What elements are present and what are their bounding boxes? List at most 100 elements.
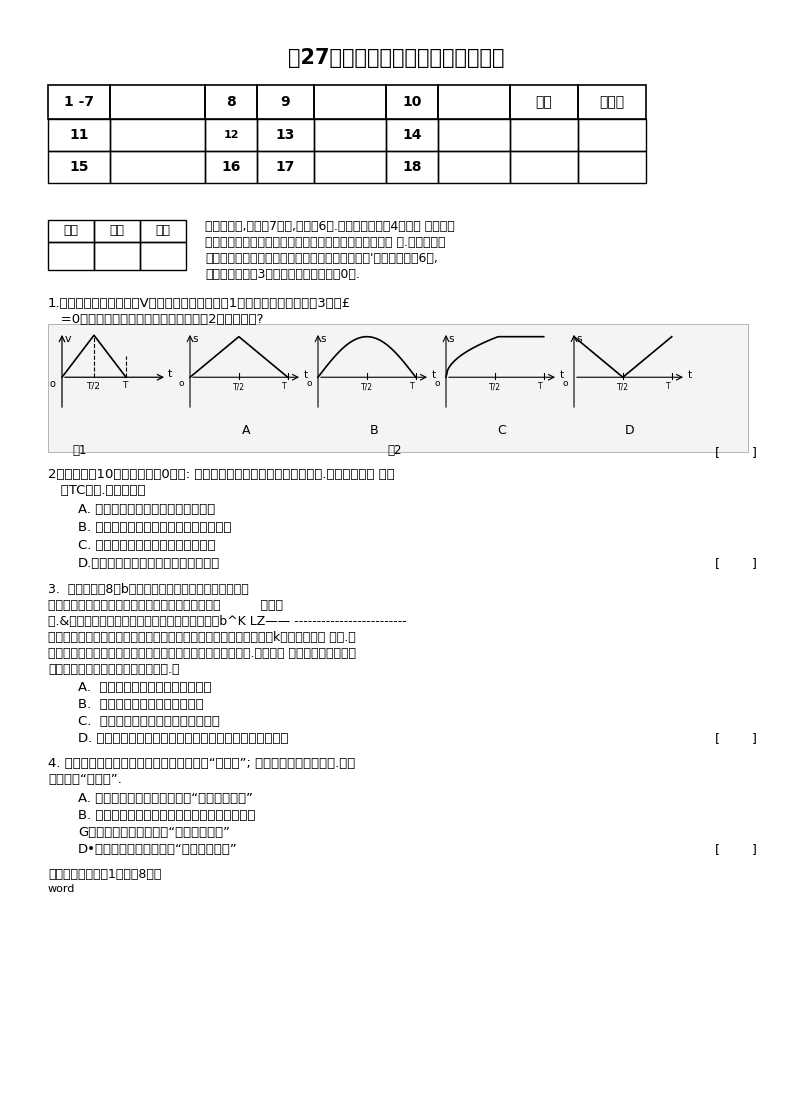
Text: T/2: T/2 — [361, 383, 373, 392]
Bar — [48, 85, 110, 119]
Text: 14: 14 — [402, 128, 422, 142]
Text: T/2: T/2 — [617, 383, 629, 392]
Bar — [94, 220, 140, 242]
Text: s: s — [576, 333, 581, 344]
Text: 得分: 得分 — [63, 225, 78, 237]
Bar — [438, 119, 510, 151]
Bar — [205, 119, 257, 151]
Text: o: o — [178, 379, 184, 388]
Text: T/2: T/2 — [489, 383, 501, 392]
Text: [        ]: [ ] — [715, 446, 757, 459]
Text: 11: 11 — [69, 128, 89, 142]
Text: 9: 9 — [280, 95, 291, 109]
Text: 缸分成甲和乙两部分，两部分中都封有等量的理想气          玉甲乙: 缸分成甲和乙两部分，两部分中都封有等量的理想气 玉甲乙 — [48, 599, 283, 612]
Text: 1.若质点作直线运动的速V随时机变化的图线如图1所示，则该质点的位剹3（从£: 1.若质点作直线运动的速V随时机变化的图线如图1所示，则该质点的位剹3（从£ — [48, 297, 351, 310]
Text: 始时，系统处于平衡状态，两部分中气体的温度和压强皆相同.现接通电 源，缓慢加热一段时: 始时，系统处于平衡状态，两部分中气体的温度和压强皆相同.现接通电 源，缓慢加热一… — [48, 647, 356, 660]
Bar — [510, 151, 578, 184]
Text: 13: 13 — [276, 128, 295, 142]
Text: D: D — [625, 424, 635, 438]
Bar — [48, 325, 748, 452]
Text: T: T — [409, 383, 414, 392]
Text: 小题只有一项是符合题意的，有的小题有多项是符合题意 的.把符合题意: 小题只有一项是符合题意的，有的小题有多项是符合题意 的.把符合题意 — [205, 236, 445, 250]
Text: D. 电炉丝放出的总热鱼等于甲、乙中气体增加内能的总和: D. 电炉丝放出的总热鱼等于甲、乙中气体增加内能的总和 — [78, 732, 288, 745]
Text: 体.&是导热的，其热容量可不计，与气缸壁固连．b^K LZ—— -------------------------: 体.&是导热的，其热容量可不计，与气缸壁固连．b^K LZ—— --------… — [48, 615, 407, 628]
Text: C.  甲、乙中气体的内能的增加景相等: C. 甲、乙中气体的内能的增加景相等 — [78, 715, 220, 728]
Text: v: v — [65, 333, 71, 344]
Text: 15: 15 — [69, 160, 89, 173]
Text: 10: 10 — [402, 95, 421, 109]
Bar — [110, 119, 205, 151]
Bar — [205, 85, 257, 119]
Text: B: B — [370, 424, 379, 438]
Bar — [48, 119, 110, 151]
Text: 加分人: 加分人 — [600, 95, 625, 109]
Bar — [48, 220, 94, 242]
Text: T/2: T/2 — [86, 382, 100, 391]
Text: 18: 18 — [402, 160, 422, 173]
Text: C. 无水溢出杯口，水面始终在杯口处: C. 无水溢出杯口，水面始终在杯口处 — [78, 539, 215, 552]
Bar — [48, 151, 110, 184]
Text: 16: 16 — [221, 160, 241, 173]
Text: G后者主要是由冰变来的“水的气态物质”: G后者主要是由冰变来的“水的气态物质” — [78, 826, 230, 839]
Bar — [438, 151, 510, 184]
Text: 选对但不全的得3分，有选错或不答的得0分.: 选对但不全的得3分，有选错或不答的得0分. — [205, 267, 360, 281]
Bar — [386, 85, 438, 119]
Text: 2烧杯内盛有10迫的水，一兖0。（: 的冰浮在水面上，水面正好在杯口处.最后冰全部塔 解成: 2烧杯内盛有10迫的水，一兖0。（: 的冰浮在水面上，水面正好在杯口处.最后冰全… — [48, 468, 394, 481]
Bar — [314, 119, 386, 151]
Bar — [510, 119, 578, 151]
Text: 总分: 总分 — [535, 95, 552, 109]
Text: D.有水溢出杯口，但最后水面低于杯口: D.有水溢出杯口，但最后水面低于杯口 — [78, 557, 220, 570]
Text: 1 -7: 1 -7 — [64, 95, 94, 109]
Bar — [48, 242, 94, 270]
Text: t: t — [304, 370, 308, 380]
Bar — [110, 85, 205, 119]
Text: t: t — [432, 370, 436, 380]
Text: 17: 17 — [276, 160, 295, 173]
Text: T: T — [282, 383, 287, 392]
Bar — [110, 151, 205, 184]
Bar — [510, 85, 578, 119]
Bar — [314, 85, 386, 119]
Text: 第27届全国中学生物理竞赛预赛试卷: 第27届全国中学生物理竞赛预赛试卷 — [287, 48, 505, 68]
Text: 一．选择击,本题兲7小题,每小题6分.在每小题给出的4个选项 中，有的: 一．选择击,本题兲7小题,每小题6分.在每小题给出的4个选项 中，有的 — [205, 220, 455, 233]
Bar — [140, 242, 186, 270]
Text: 3.  如图所示，8和b是绶热气凝内的两个活塞，他们把气: 3. 如图所示，8和b是绶热气凝内的两个活塞，他们把气 — [48, 583, 249, 596]
Text: T: T — [666, 383, 670, 392]
Text: s: s — [448, 333, 454, 344]
Text: B. 前者主要是由杯中水变来的「水的液态物质」: B. 前者主要是由杯中水变来的「水的液态物质」 — [78, 809, 256, 822]
Bar — [314, 151, 386, 184]
Text: =0开始）随时间，变化的图线可能是图2中的哪一个?: =0开始）随时间，变化的图线可能是图2中的哪一个? — [48, 313, 264, 326]
Text: o: o — [307, 379, 312, 388]
Text: 复核: 复核 — [155, 225, 170, 237]
Text: 上方也有“白色气”.: 上方也有“白色气”. — [48, 773, 122, 786]
Text: 阅卷: 阅卷 — [109, 225, 124, 237]
Text: word: word — [48, 884, 75, 894]
Text: T: T — [122, 382, 128, 391]
Bar — [438, 85, 510, 119]
Text: 8: 8 — [227, 95, 236, 109]
Text: D•后者主要是由冰变来的“水的液态物质”: D•后者主要是由冰变来的“水的液态物质” — [78, 843, 238, 856]
Text: s: s — [320, 333, 326, 344]
Text: （TC的水.在这过程中: （TC的水.在这过程中 — [48, 485, 146, 497]
Text: A. 前者主要是由杯中水变来的“水的气态物质”: A. 前者主要是由杯中水变来的“水的气态物质” — [78, 792, 253, 805]
Bar — [94, 242, 140, 270]
Text: 物理竞赛预赛卷第1页（共8页）: 物理竞赛预赛卷第1页（共8页） — [48, 868, 162, 881]
Bar — [386, 119, 438, 151]
Bar — [578, 119, 646, 151]
Text: A. 无水溢出杯口，但最后水面下降了: A. 无水溢出杯口，但最后水面下降了 — [78, 504, 215, 516]
Text: [        ]: [ ] — [715, 732, 757, 745]
Text: 是绶热的，可在气缸内无摩擦滑动，但不漏气，其右方为大气，图中k为加热用的电 炉丝.开: 是绶热的，可在气缸内无摩擦滑动，但不漏气，其右方为大气，图中k为加热用的电 炉丝… — [48, 631, 356, 645]
Text: 间后停止加热，系统又达到新的平衡.则: 间后停止加热，系统又达到新的平衡.则 — [48, 662, 180, 676]
Bar — [257, 151, 314, 184]
Bar — [205, 151, 257, 184]
Text: B. 有水溢出杯口，但最后水面仍在杯口处: B. 有水溢出杯口，但最后水面仍在杯口处 — [78, 521, 231, 534]
Text: t: t — [168, 369, 173, 379]
Text: A.  甲、乙中气体的温度有词能不变: A. 甲、乙中气体的温度有词能不变 — [78, 681, 211, 694]
Bar — [257, 119, 314, 151]
Text: [        ]: [ ] — [715, 843, 757, 856]
Text: 图2: 图2 — [388, 444, 402, 457]
Text: s: s — [192, 333, 197, 344]
Text: A: A — [242, 424, 250, 438]
Bar — [257, 85, 314, 119]
Text: t: t — [688, 370, 692, 380]
